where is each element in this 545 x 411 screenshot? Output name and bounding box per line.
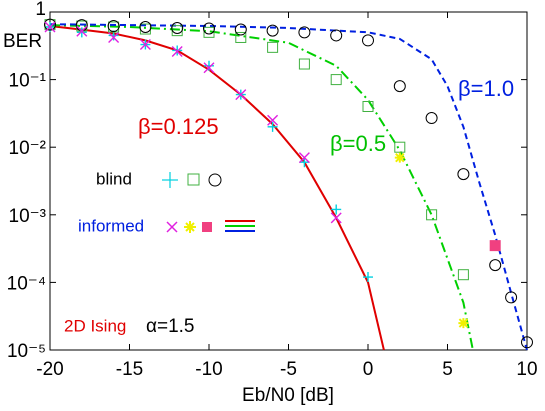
marker xyxy=(235,89,247,101)
marker xyxy=(425,112,438,125)
marker xyxy=(139,39,151,51)
annotation: 2D Ising xyxy=(64,316,126,335)
marker xyxy=(76,25,88,37)
x-tick-label: 5 xyxy=(442,359,453,380)
marker xyxy=(267,114,279,126)
marker xyxy=(362,34,374,47)
marker xyxy=(299,157,310,168)
annotation: β=1.0 xyxy=(458,76,514,101)
y-tick-label: 10⁻¹ xyxy=(9,71,47,92)
annotation: β=0.125 xyxy=(138,114,219,139)
marker xyxy=(457,168,470,181)
marker xyxy=(76,27,87,38)
marker xyxy=(331,204,342,215)
x-tick-label: -5 xyxy=(280,359,297,380)
marker xyxy=(267,41,279,53)
marker xyxy=(489,240,501,252)
marker xyxy=(394,141,406,153)
marker xyxy=(330,212,342,224)
line xyxy=(49,24,474,351)
marker xyxy=(234,23,247,36)
marker xyxy=(172,45,183,56)
marker xyxy=(107,20,120,33)
y-tick-label: 10⁻⁴ xyxy=(7,273,46,294)
marker xyxy=(426,209,438,221)
x-axis-label: Eb/N0 [dB] xyxy=(242,385,334,406)
marker xyxy=(203,62,215,74)
legend-icons xyxy=(162,172,255,233)
marker xyxy=(298,26,311,39)
y-tick-label: 10⁻² xyxy=(9,138,47,159)
marker xyxy=(298,152,310,164)
marker xyxy=(330,29,343,42)
marker xyxy=(171,25,183,37)
marker xyxy=(505,291,518,304)
marker xyxy=(363,272,373,283)
annotation: β=0.5 xyxy=(330,131,386,156)
marker xyxy=(204,60,214,71)
marker xyxy=(171,46,183,58)
annotation: informed xyxy=(78,216,144,235)
marker xyxy=(203,22,215,35)
x-tick-label: 10 xyxy=(516,359,537,380)
marker xyxy=(235,31,247,43)
marker xyxy=(458,318,469,329)
y-tick-label: 10⁻³ xyxy=(9,206,47,227)
marker xyxy=(108,31,120,43)
y-tick-label: 1 xyxy=(35,0,46,20)
y-tick-label: 10⁻⁵ xyxy=(7,341,46,362)
x-tick-label: 0 xyxy=(363,359,374,380)
x-tick-label: -20 xyxy=(36,359,63,380)
marker xyxy=(298,58,310,70)
marker xyxy=(44,21,56,33)
y-axis-label: BER xyxy=(3,31,42,52)
marker xyxy=(394,152,405,163)
x-tick-label: -15 xyxy=(116,359,143,380)
line xyxy=(49,23,528,351)
x-tick-label: -10 xyxy=(195,359,222,380)
marker xyxy=(521,336,533,349)
marker xyxy=(393,80,406,93)
marker xyxy=(330,74,342,86)
annotation: blind xyxy=(96,169,132,188)
marker xyxy=(489,259,502,272)
marker xyxy=(457,269,469,281)
marker xyxy=(362,101,374,113)
marker xyxy=(203,26,215,38)
marker xyxy=(139,20,152,33)
marker xyxy=(171,21,184,34)
marker xyxy=(266,24,279,37)
annotation: α=1.5 xyxy=(146,316,195,337)
marker xyxy=(267,121,278,132)
marker xyxy=(44,18,56,31)
